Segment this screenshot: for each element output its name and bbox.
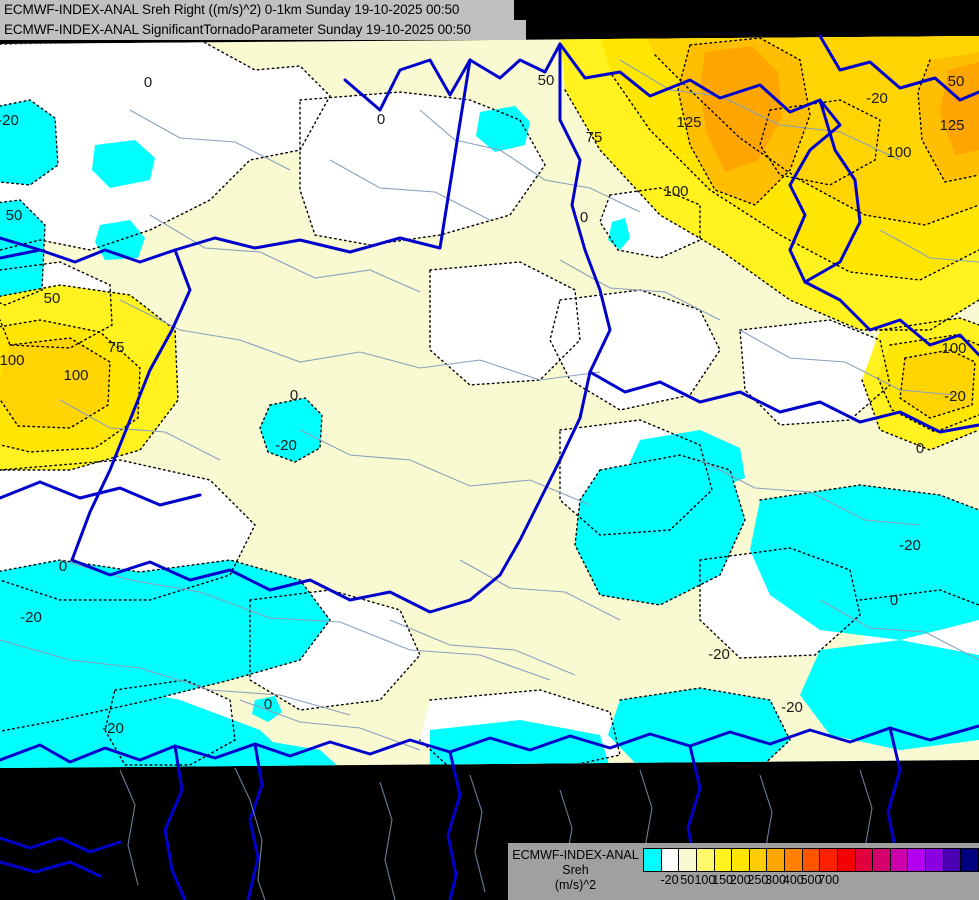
legend-tick-700: 700 bbox=[818, 873, 840, 887]
legend-panel: ECMWF-INDEX-ANAL Sreh (m/s)^2 -20 50 100 15… bbox=[508, 843, 979, 900]
contour-label: 0 bbox=[290, 387, 298, 404]
legend-swatch-14[interactable] bbox=[890, 849, 909, 871]
legend-swatch-3[interactable] bbox=[696, 849, 715, 871]
contour-label: -20 bbox=[708, 646, 730, 663]
legend-swatch-17[interactable] bbox=[943, 849, 962, 871]
legend-swatch-1[interactable] bbox=[661, 849, 680, 871]
legend-swatch-2[interactable] bbox=[679, 849, 697, 871]
legend-tick-neg20: -20 bbox=[660, 873, 679, 887]
contour-label: 0 bbox=[580, 209, 588, 226]
contour-label: -20 bbox=[275, 437, 297, 454]
contour-label: 100 bbox=[0, 352, 25, 369]
legend-tick-200: 200 bbox=[729, 873, 751, 887]
contour-label: 100 bbox=[886, 144, 911, 161]
legend-swatch-0[interactable] bbox=[644, 849, 662, 871]
legend-swatch-18[interactable] bbox=[961, 849, 978, 871]
legend-model-name: ECMWF-INDEX-ANAL bbox=[512, 848, 639, 862]
contour-label: -20 bbox=[781, 699, 803, 716]
legend-swatch-15[interactable] bbox=[908, 849, 926, 871]
legend-swatch-6[interactable] bbox=[749, 849, 768, 871]
contour-label: 0 bbox=[59, 558, 67, 575]
legend-units: (m/s)^2 bbox=[554, 878, 597, 892]
title-line-secondary: ECMWF-INDEX-ANAL SignificantTornadoParam… bbox=[0, 20, 526, 40]
contour-label: -20 bbox=[899, 537, 921, 554]
contour-label: 125 bbox=[939, 117, 964, 134]
legend-swatch-5[interactable] bbox=[732, 849, 750, 871]
contour-lines bbox=[0, 36, 979, 768]
legend-colorbar[interactable] bbox=[643, 848, 979, 872]
legend-tick-250: 250 bbox=[747, 873, 769, 887]
legend-swatch-7[interactable] bbox=[767, 849, 785, 871]
contour-label: 0 bbox=[890, 592, 898, 609]
legend-swatch-11[interactable] bbox=[837, 849, 856, 871]
legend-tick-50: 50 bbox=[680, 873, 695, 887]
legend-tick-labels: -20 50 100 150 200 250 300 400 500 700 bbox=[643, 873, 979, 893]
contour-label-layer: -20 50 50 100 100 75 0 0 0 -20 0 50 75 100 125 100 125 50… bbox=[0, 72, 967, 737]
contour-label: 50 bbox=[948, 73, 965, 90]
contour-label: 75 bbox=[586, 129, 603, 146]
contour-label: 50 bbox=[6, 207, 23, 224]
contour-label: -20 bbox=[102, 720, 124, 737]
contour-label: 50 bbox=[44, 290, 61, 307]
contour-label: 100 bbox=[63, 367, 88, 384]
contour-label: 0 bbox=[377, 111, 385, 128]
contour-label: -20 bbox=[944, 388, 966, 405]
contour-label: 75 bbox=[108, 339, 125, 356]
contour-label: 50 bbox=[538, 72, 555, 89]
legend-tick-300: 300 bbox=[765, 873, 787, 887]
contour-label: -20 bbox=[866, 90, 888, 107]
contour-label: 0 bbox=[144, 74, 152, 91]
contour-label: 0 bbox=[264, 696, 272, 713]
title-line-primary: ECMWF-INDEX-ANAL Sreh Right ((m/s)^2) 0-… bbox=[0, 0, 514, 20]
legend-swatch-4[interactable] bbox=[714, 849, 733, 871]
legend-swatch-10[interactable] bbox=[820, 849, 838, 871]
legend-scale: -20 50 100 150 200 250 300 400 500 700 bbox=[643, 843, 979, 893]
contour-label: 0 bbox=[916, 440, 924, 457]
legend-swatch-13[interactable] bbox=[873, 849, 891, 871]
contour-label: -20 bbox=[20, 609, 42, 626]
legend-swatch-8[interactable] bbox=[785, 849, 803, 871]
legend-swatch-16[interactable] bbox=[926, 849, 944, 871]
legend-tick-150: 150 bbox=[712, 873, 734, 887]
country-border-layer bbox=[0, 34, 979, 900]
river-layer-lower bbox=[0, 619, 576, 716]
contour-label: 125 bbox=[676, 114, 701, 131]
legend-tick-400: 400 bbox=[782, 873, 804, 887]
legend-tick-100: 100 bbox=[694, 873, 716, 887]
legend-swatch-9[interactable] bbox=[802, 849, 821, 871]
legend-swatch-12[interactable] bbox=[855, 849, 874, 871]
legend-field-name: Sreh bbox=[562, 863, 589, 877]
legend-tick-500: 500 bbox=[800, 873, 822, 887]
contour-label: 100 bbox=[663, 183, 688, 200]
contour-label: -20 bbox=[0, 112, 19, 129]
legend-caption: ECMWF-INDEX-ANAL Sreh (m/s)^2 bbox=[508, 843, 643, 893]
contour-label: 100 bbox=[941, 340, 966, 357]
contour-fill-layer bbox=[0, 36, 979, 768]
